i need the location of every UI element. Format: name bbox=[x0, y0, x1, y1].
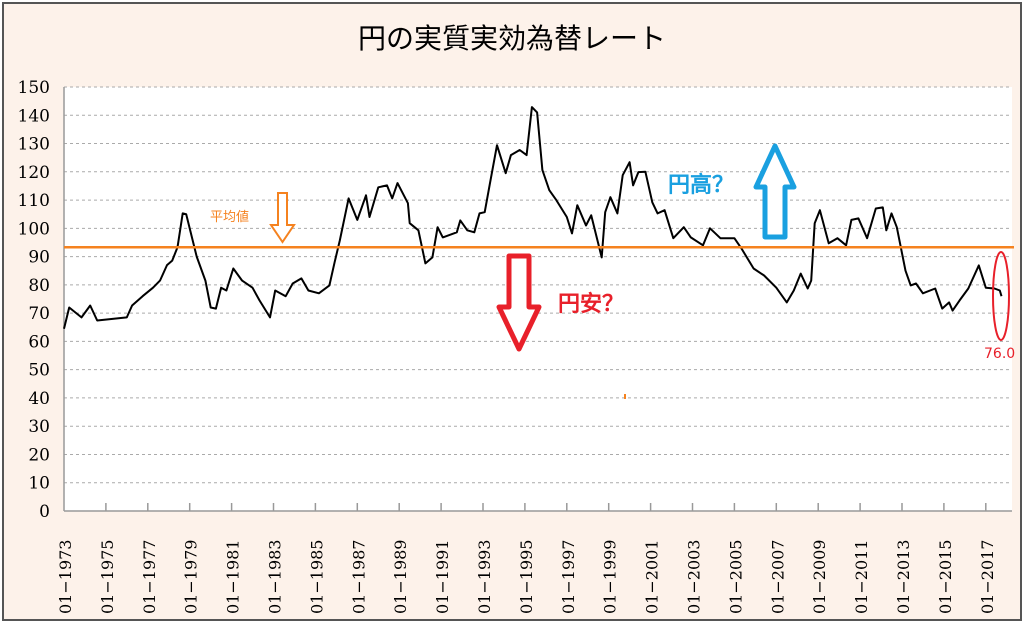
x-tick-label: 01−1977 bbox=[140, 540, 159, 614]
y-tick-label: 60 bbox=[28, 332, 50, 352]
yen-up-label: 円高？ bbox=[668, 172, 734, 198]
latest-value-highlight bbox=[992, 251, 1010, 341]
x-tick-label: 01−1981 bbox=[224, 540, 243, 614]
x-tick-label: 01−1973 bbox=[56, 540, 75, 614]
x-tick-label: 01−1983 bbox=[266, 540, 285, 614]
x-tick-label: 01−2005 bbox=[726, 540, 745, 614]
y-tick-label: 100 bbox=[18, 219, 50, 239]
x-tick-label: 01−2011 bbox=[852, 540, 871, 614]
x-tick-label: 01−1985 bbox=[307, 540, 326, 614]
y-tick-label: 110 bbox=[18, 191, 50, 211]
x-tick-label: 01−2009 bbox=[810, 540, 829, 614]
y-tick-label: 10 bbox=[28, 474, 50, 494]
y-tick-label: 150 bbox=[18, 78, 50, 98]
x-tick-label: 01−2015 bbox=[936, 540, 955, 614]
plot-area bbox=[64, 87, 1012, 511]
x-tick-label: 01−2003 bbox=[685, 540, 704, 614]
x-tick-label: 01−1987 bbox=[349, 540, 368, 614]
y-tick-label: 50 bbox=[28, 361, 50, 381]
latest-value-label: 76.0 bbox=[984, 346, 1015, 362]
y-tick-label: 80 bbox=[28, 276, 50, 296]
y-tick-label: 140 bbox=[18, 106, 50, 126]
y-axis-ticks: 0 10 20 30 40 50 60 70 80 90 100 110 120 130 140 150 bbox=[18, 78, 50, 522]
x-tick-label: 01−1999 bbox=[601, 540, 620, 614]
yen-down-label: 円安？ bbox=[558, 291, 624, 317]
yen-down-arrow-icon bbox=[496, 253, 542, 352]
average-label: 平均値 bbox=[210, 209, 249, 225]
x-tick-label: 01−2007 bbox=[768, 540, 787, 614]
y-tick-label: 20 bbox=[28, 445, 50, 465]
y-tick-label: 70 bbox=[28, 304, 50, 324]
y-tick-label: 130 bbox=[18, 135, 50, 155]
x-tick-label: 01−2017 bbox=[978, 540, 997, 614]
stray-mark bbox=[624, 394, 626, 399]
y-tick-label: 0 bbox=[39, 502, 50, 522]
yen-up-arrow-icon bbox=[753, 143, 797, 240]
x-tick-label: 01−1991 bbox=[433, 540, 452, 614]
y-tick-label: 30 bbox=[28, 417, 50, 437]
y-tick-label: 90 bbox=[28, 248, 50, 268]
x-tick-label: 01−1993 bbox=[475, 540, 494, 614]
average-down-arrow-icon bbox=[269, 192, 296, 244]
x-tick-label: 01−1995 bbox=[517, 540, 536, 614]
x-tick-label: 01−2013 bbox=[894, 540, 913, 614]
y-tick-label: 120 bbox=[18, 163, 50, 183]
x-axis-ticks: 01−1973 01−1975 01−1977 01−1979 01−1981 01−19… bbox=[56, 503, 997, 614]
x-tick-label: 01−2001 bbox=[643, 540, 662, 614]
series-line bbox=[63, 106, 1003, 329]
y-tick-label: 40 bbox=[28, 389, 50, 409]
x-tick-label: 01−1975 bbox=[98, 540, 117, 614]
x-tick-label: 01−1997 bbox=[559, 540, 578, 614]
x-tick-label: 01−1979 bbox=[182, 540, 201, 614]
chart-title: 円の実質実効為替レート bbox=[358, 22, 666, 55]
x-tick-label: 01−1989 bbox=[391, 540, 410, 614]
